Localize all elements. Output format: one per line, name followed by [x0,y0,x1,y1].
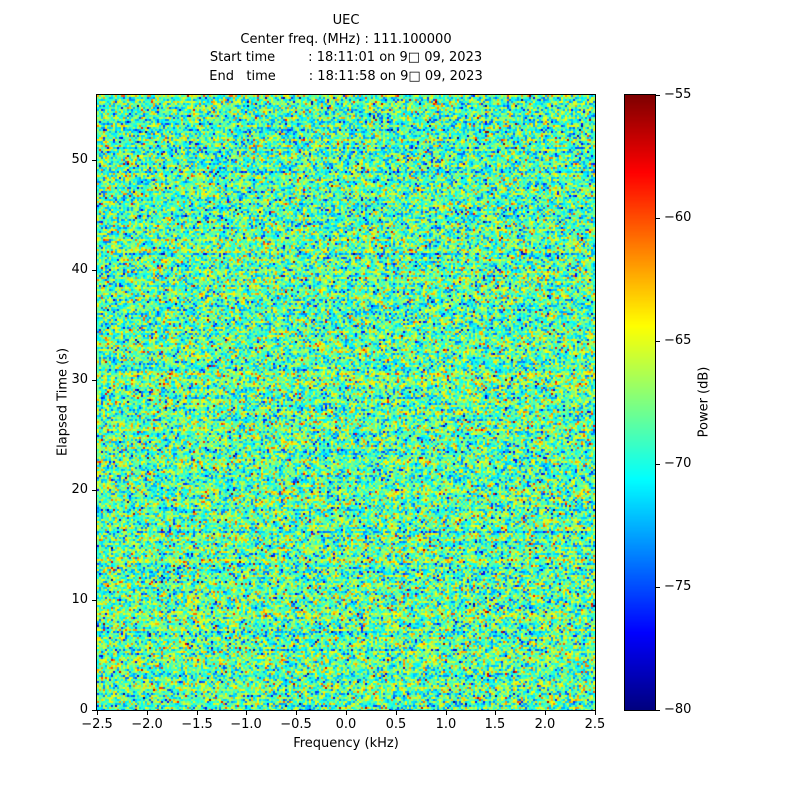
colorbar-tick-label: −65 [664,333,692,348]
y-tick-mark [92,160,96,161]
colorbar-tick-label: −70 [664,456,692,471]
x-tick-mark [147,711,148,715]
colorbar-tick-mark [656,218,660,219]
figure-title: UEC [332,13,360,28]
y-tick-mark [92,270,96,271]
colorbar-tick-label: −75 [664,579,692,594]
y-tick-mark [92,710,96,711]
x-tick-label: 1.0 [435,717,457,732]
center-freq-line: Center freq. (MHz) : 111.100000 [240,31,452,47]
spectrogram-heatmap [97,95,595,710]
x-tick-mark [246,711,247,715]
y-tick-mark [92,490,96,491]
x-tick-label: 0.5 [385,717,407,732]
y-tick-label: 0 [79,702,88,717]
x-tick-mark [545,711,546,715]
colorbar-tick-mark [656,710,660,711]
x-tick-label: −1.0 [230,717,262,732]
plot-area [96,94,596,711]
x-tick-label: −1.5 [181,717,213,732]
colorbar-gradient [625,95,655,710]
x-tick-label: 2.0 [534,717,556,732]
x-tick-mark [396,711,397,715]
x-tick-mark [446,711,447,715]
x-tick-label: 2.5 [584,717,606,732]
x-tick-label: −2.0 [131,717,163,732]
y-tick-label: 40 [71,262,88,277]
colorbar-tick-label: −60 [664,210,692,225]
x-axis-label: Frequency (kHz) [293,736,399,751]
y-tick-label: 20 [71,482,88,497]
x-tick-label: 1.5 [484,717,506,732]
colorbar-label: Power (dB) [696,366,712,438]
colorbar-tick-mark [656,341,660,342]
x-tick-label: −2.5 [81,717,113,732]
y-axis-label: Elapsed Time (s) [55,347,71,457]
x-tick-mark [197,711,198,715]
colorbar-tick-label: −55 [664,87,692,102]
colorbar-tick-mark [656,464,660,465]
x-tick-label: −0.5 [280,717,312,732]
x-tick-mark [346,711,347,715]
end-time-line: End time : 18:11:58 on 9□ 09, 2023 [209,68,483,84]
x-tick-mark [97,711,98,715]
figure-header: UEC Center freq. (MHz) : 111.100000 Star… [97,12,595,86]
y-tick-mark [92,380,96,381]
y-tick-mark [92,600,96,601]
y-tick-label: 10 [71,592,88,607]
x-tick-mark [495,711,496,715]
colorbar-tick-mark [656,587,660,588]
colorbar-tick-label: −80 [664,702,692,717]
start-time-line: Start time : 18:11:01 on 9□ 09, 2023 [209,50,483,65]
colorbar-tick-mark [656,95,660,96]
colorbar [624,94,656,711]
x-tick-mark [595,711,596,715]
x-tick-label: 0.0 [335,717,357,732]
y-tick-label: 30 [71,372,88,387]
y-tick-label: 50 [71,152,88,167]
x-tick-mark [296,711,297,715]
